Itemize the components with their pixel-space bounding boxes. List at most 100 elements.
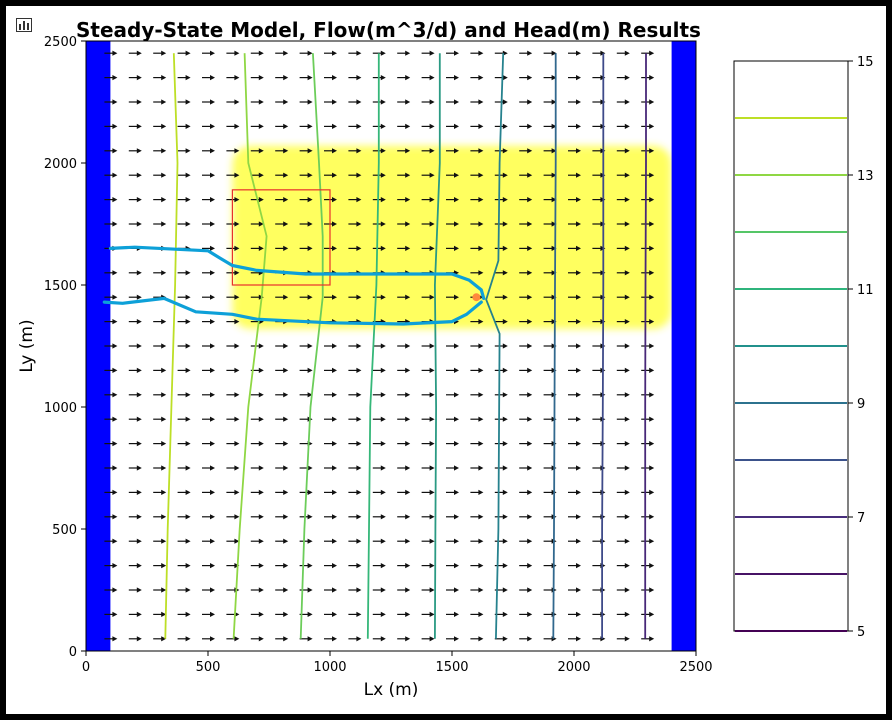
quiver-arrow — [275, 99, 289, 105]
quiver-arrow — [128, 148, 142, 154]
quiver-arrow — [202, 148, 215, 154]
quiver-arrow — [324, 587, 337, 593]
quiver-arrow — [128, 392, 142, 398]
quiver-arrow — [275, 563, 289, 569]
quiver-arrow — [348, 123, 362, 129]
quiver-arrow — [397, 75, 411, 81]
contour-line-10 — [433, 53, 441, 639]
quiver-arrow — [250, 489, 264, 495]
quiver-arrow — [470, 197, 484, 203]
quiver-arrow — [397, 172, 411, 178]
quiver-arrow — [202, 50, 215, 56]
quiver-arrow — [348, 75, 362, 81]
quiver-arrow — [250, 172, 264, 178]
quiver-arrow — [470, 392, 484, 398]
quiver-arrow — [372, 50, 386, 56]
quiver-arrow — [372, 148, 386, 154]
quiver-arrow — [104, 416, 118, 422]
well-marker — [472, 293, 481, 302]
quiver-arrow — [226, 441, 240, 447]
quiver-arrow — [348, 172, 362, 178]
quiver-arrow — [128, 538, 142, 544]
quiver-arrow — [104, 514, 118, 520]
quiver-arrow — [568, 538, 581, 544]
quiver-arrow — [616, 465, 630, 471]
quiver-arrow — [177, 392, 191, 398]
quiver-arrow — [421, 367, 435, 373]
quiver-arrow — [324, 636, 337, 642]
quiver-arrow — [250, 611, 264, 617]
quiver-arrow — [568, 514, 581, 520]
quiver-arrow — [470, 172, 484, 178]
quiver-arrow — [421, 50, 435, 56]
quiver-arrow — [641, 392, 655, 398]
quiver-arrow — [641, 538, 655, 544]
quiver-arrow — [616, 245, 630, 251]
quiver-arrow — [324, 514, 337, 520]
quiver-arrow — [226, 489, 240, 495]
quiver-arrow — [568, 416, 581, 422]
quiver-arrow — [153, 611, 167, 617]
quiver-arrow — [446, 538, 459, 544]
quiver-arrow — [153, 99, 167, 105]
quiver-arrow — [128, 636, 142, 642]
quiver-arrow — [446, 416, 459, 422]
quiver-arrow — [446, 636, 459, 642]
river-lower-bank — [102, 296, 483, 326]
quiver-arrow — [275, 294, 289, 300]
quiver-arrow — [250, 416, 264, 422]
quiver-arrow — [226, 123, 240, 129]
quiver-arrow — [470, 538, 484, 544]
quiver-arrow — [177, 416, 191, 422]
quiver-arrow — [299, 50, 313, 56]
y-tick-label: 0 — [69, 645, 77, 660]
quiver-arrow — [641, 367, 655, 373]
quiver-arrow — [470, 221, 484, 227]
quiver-arrow — [324, 197, 337, 203]
quiver-arrow — [177, 99, 191, 105]
quiver-arrow — [348, 148, 362, 154]
quiver-arrow — [397, 465, 411, 471]
quiver-arrow — [372, 636, 386, 642]
chart-title: Steady-State Model, Flow(m^3/d) and Head… — [76, 18, 701, 42]
colorbar: 15 13 11 9 7 5 — [733, 55, 874, 640]
quiver-arrow — [250, 538, 264, 544]
figure-toolbar-icon[interactable] — [16, 18, 32, 32]
quiver-arrow — [128, 367, 142, 373]
quiver-arrow — [568, 367, 581, 373]
quiver-arrow — [128, 514, 142, 520]
quiver-arrow — [324, 148, 337, 154]
quiver-arrow — [202, 441, 215, 447]
quiver-arrow — [324, 392, 337, 398]
quiver-arrow — [324, 489, 337, 495]
quiver-arrow — [226, 465, 240, 471]
quiver-arrow — [128, 172, 142, 178]
quiver-arrow — [616, 148, 630, 154]
quiver-arrow — [568, 172, 581, 178]
contour-line-12 — [299, 53, 324, 639]
x-tick-label: 500 — [196, 660, 221, 675]
contour-line-9 — [485, 53, 505, 639]
quiver-arrow — [348, 587, 362, 593]
quiver-arrow — [104, 489, 118, 495]
quiver-arrow — [543, 270, 557, 276]
quiver-arrow — [519, 343, 533, 349]
quiver-arrow — [421, 441, 435, 447]
quiver-arrow — [226, 636, 240, 642]
quiver-arrow — [324, 538, 337, 544]
quiver-arrow — [397, 221, 411, 227]
quiver-arrow — [421, 148, 435, 154]
quiver-arrow — [226, 221, 240, 227]
quiver-arrow — [446, 245, 459, 251]
quiver-arrow — [568, 611, 581, 617]
quiver-arrow — [446, 514, 459, 520]
quiver-arrow — [397, 148, 411, 154]
quiver-arrow — [519, 148, 533, 154]
quiver-arrow — [421, 221, 435, 227]
quiver-arrow — [299, 123, 313, 129]
colorbar-tick-label: 15 — [857, 55, 874, 70]
quiver-arrow — [543, 50, 557, 56]
quiver-arrow — [348, 197, 362, 203]
contour-line-14 — [164, 53, 179, 639]
